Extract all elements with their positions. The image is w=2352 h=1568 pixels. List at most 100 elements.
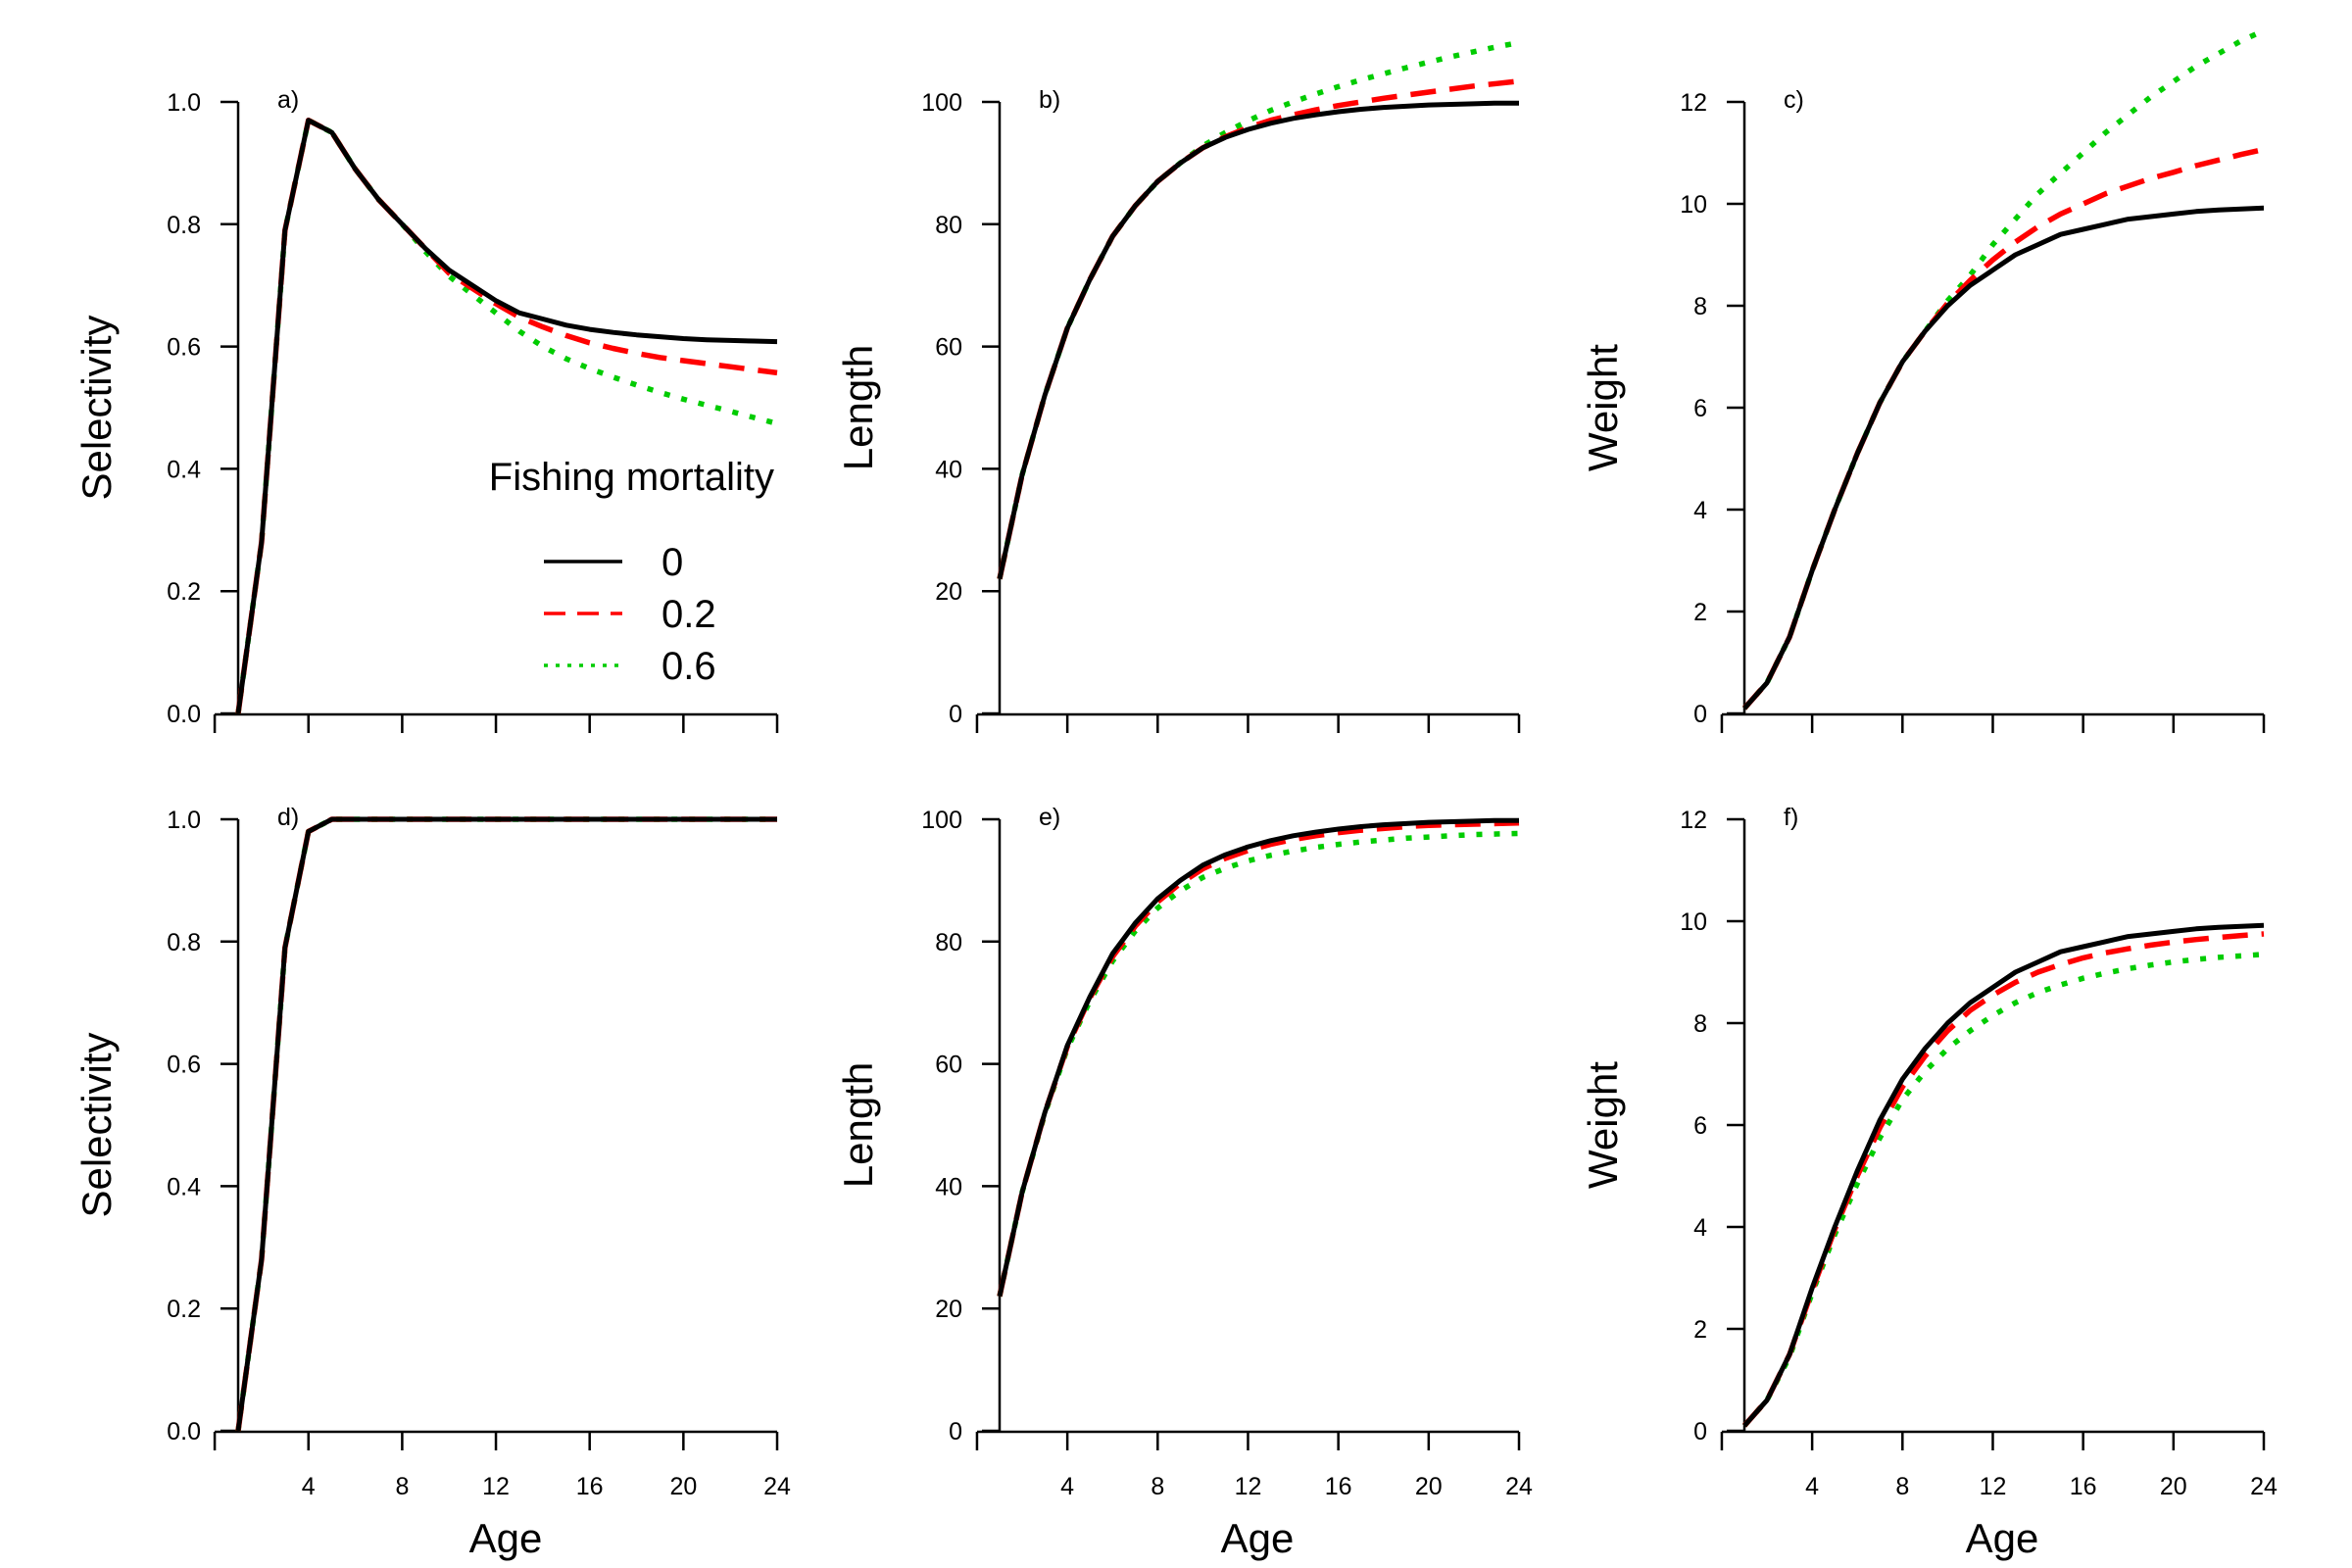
panel-label: f) <box>1784 804 1798 831</box>
y-tick-label: 12 <box>1680 807 1707 834</box>
x-tick-label: 12 <box>1235 1473 1262 1500</box>
y-tick-label: 0 <box>949 1418 962 1446</box>
y-tick-label: 0.8 <box>167 212 201 239</box>
y-axis-title: Weight <box>1580 1061 1626 1189</box>
y-tick-label: 40 <box>935 456 962 483</box>
x-axis-title: Age <box>469 1515 543 1561</box>
panel-d: 4 8 12 16 20 24 0.0 0.2 0.4 0.6 0.8 1.0 Selectivity A… <box>74 804 791 1561</box>
x-tick-label: 4 <box>1805 1473 1819 1500</box>
panel-b: 0 20 40 60 80 100 Length b) <box>835 39 1521 733</box>
panel-label: c) <box>1784 86 1804 114</box>
y-tick-label: 0.2 <box>167 1296 201 1323</box>
legend-label: 0.6 <box>662 645 716 688</box>
y-tick-label: 0 <box>949 701 962 728</box>
panel-label: b) <box>1039 86 1060 114</box>
y-tick-label: 0.4 <box>167 1173 201 1200</box>
x-tick-label: 24 <box>2250 1473 2278 1500</box>
y-tick-label: 100 <box>921 807 962 834</box>
legend-title: Fishing mortality <box>489 456 774 499</box>
series-line-f0 <box>235 118 778 714</box>
y-tick-label: 1.0 <box>167 807 201 834</box>
panels: 0.00.20.40.60.81.0Selectivitya)020406080… <box>74 27 2278 1561</box>
panel-c: 0 2 4 6 8 10 12 Weight c) <box>1580 27 2266 733</box>
y-tick-label: 0.4 <box>167 456 201 483</box>
x-tick-label: 8 <box>395 1473 409 1500</box>
series-line-f0 <box>997 100 1519 580</box>
series-line-f0.2 <box>235 117 778 714</box>
series-line-f0 <box>997 817 1519 1298</box>
legend-label: 0.2 <box>662 593 716 636</box>
series-line-f0.2 <box>235 816 777 1432</box>
y-tick-label: 0.0 <box>167 701 201 728</box>
legend-label: 0 <box>662 541 683 584</box>
series-line-f0.6 <box>235 816 777 1432</box>
x-tick-label: 16 <box>576 1473 604 1500</box>
y-tick-label: 0.8 <box>167 929 201 956</box>
panel-a: 0.0 0.2 0.4 0.6 0.8 1.0 Selectivity a) <box>74 86 779 733</box>
x-tick-label: 4 <box>302 1473 316 1500</box>
legend: Fishing mortality 0 0.2 0.6 <box>489 456 774 688</box>
y-tick-label: 80 <box>935 212 962 239</box>
y-axis-title: Length <box>835 345 881 470</box>
series-line-f0.6 <box>1741 27 2266 710</box>
y-tick-label: 60 <box>935 334 962 362</box>
x-tick-label: 16 <box>2070 1473 2097 1500</box>
y-tick-label: 6 <box>1693 1112 1707 1140</box>
y-tick-label: 4 <box>1693 497 1707 524</box>
y-tick-label: 1.0 <box>167 89 201 117</box>
y-tick-label: 0 <box>1693 1418 1707 1446</box>
y-tick-label: 40 <box>935 1173 962 1200</box>
y-axis-title: Selectivity <box>74 1032 120 1217</box>
y-tick-label: 4 <box>1693 1214 1707 1242</box>
y-axis-title: Selectivity <box>74 315 120 500</box>
x-tick-label: 20 <box>669 1473 697 1500</box>
y-tick-label: 10 <box>1680 908 1707 936</box>
x-tick-label: 12 <box>1980 1473 2007 1500</box>
series-line-f0.6 <box>1741 952 2265 1428</box>
x-axis-title: Age <box>1221 1515 1295 1561</box>
x-tick-label: 24 <box>1505 1473 1533 1500</box>
y-tick-label: 8 <box>1693 1010 1707 1038</box>
y-tick-label: 20 <box>935 1296 962 1323</box>
y-tick-label: 2 <box>1693 599 1707 626</box>
y-tick-label: 2 <box>1693 1316 1707 1344</box>
y-tick-label: 0.6 <box>167 1052 201 1079</box>
y-tick-label: 80 <box>935 929 962 956</box>
x-tick-label: 16 <box>1325 1473 1352 1500</box>
panel-e: 4 8 12 16 20 24 0 20 40 60 80 100 Length Age e) <box>835 804 1533 1561</box>
y-tick-label: 10 <box>1680 191 1707 219</box>
panel-label: a) <box>277 86 299 114</box>
x-tick-label: 4 <box>1060 1473 1074 1500</box>
y-tick-label: 20 <box>935 578 962 606</box>
y-tick-label: 100 <box>921 89 962 117</box>
y-tick-label: 6 <box>1693 395 1707 422</box>
series-line-f0.2 <box>1741 931 2265 1428</box>
legend-entries: 0 0.2 0.6 <box>544 541 716 688</box>
x-tick-label: 20 <box>2160 1473 2187 1500</box>
x-axis-title: Age <box>1966 1515 2039 1561</box>
series-line-f0 <box>1742 922 2265 1428</box>
y-tick-label: 0.6 <box>167 334 201 362</box>
series-line-f0.2 <box>997 819 1520 1298</box>
x-tick-label: 24 <box>763 1473 791 1500</box>
x-tick-label: 20 <box>1415 1473 1443 1500</box>
y-axis-title: Weight <box>1580 344 1626 471</box>
y-tick-label: 12 <box>1680 89 1707 117</box>
y-tick-label: 0.2 <box>167 578 201 606</box>
panel-label: d) <box>277 804 299 831</box>
x-tick-label: 8 <box>1895 1473 1909 1500</box>
series-line-f0.2 <box>997 78 1520 580</box>
y-tick-label: 60 <box>935 1052 962 1079</box>
x-tick-label: 12 <box>482 1473 510 1500</box>
series-line-f0 <box>235 816 777 1432</box>
series-line-f0 <box>1742 205 2265 710</box>
y-tick-label: 8 <box>1693 293 1707 320</box>
y-tick-label: 0.0 <box>167 1418 201 1446</box>
panel-label: e) <box>1039 804 1060 831</box>
x-tick-label: 8 <box>1151 1473 1164 1500</box>
y-tick-label: 0 <box>1693 701 1707 728</box>
y-axis-title: Length <box>835 1062 881 1188</box>
series-line-f0.6 <box>997 830 1520 1298</box>
